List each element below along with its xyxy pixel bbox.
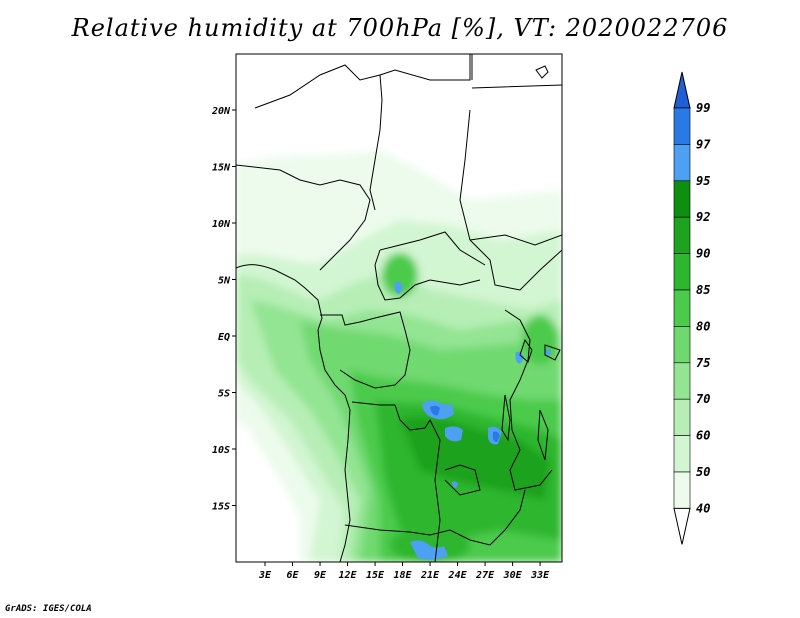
- lon-tick-label: 6E: [286, 570, 299, 581]
- coastline: [236, 264, 351, 562]
- colorbar-label: 75: [696, 356, 710, 370]
- colorbar-segment: [673, 435, 691, 473]
- rh-patch-97: [430, 405, 440, 416]
- colorbar-label: 50: [696, 465, 710, 479]
- lon-tick-label: 24E: [448, 570, 468, 581]
- grads-credit: GrADS: IGES/COLA: [5, 604, 92, 614]
- rh-blob-lakes: [522, 315, 558, 365]
- lat-axis: 20N 15N 10N 5N EQ 5S 10S 15S: [211, 106, 236, 513]
- colorbar-segment: [673, 398, 691, 436]
- colorbar: 99 97 95 92 90 85 80 75 70 60 50 40: [673, 71, 711, 545]
- colorbar-top-arrow: [673, 71, 691, 109]
- colorbar-segment: [673, 180, 691, 218]
- colorbar-label: 95: [696, 174, 710, 188]
- rh-patch-95: [452, 481, 458, 488]
- rh-patch-95: [445, 426, 463, 442]
- rh-patch-95: [394, 281, 403, 294]
- lon-axis: 3E 6E 9E 12E 15E 18E 21E 24E 27E 30E 33E: [258, 562, 550, 581]
- colorbar-segment: [673, 289, 691, 327]
- colorbar-label: 70: [696, 392, 710, 406]
- border: [236, 164, 371, 271]
- lat-tick-label: 5N: [218, 276, 231, 287]
- rh-blob-cameroon: [382, 253, 418, 297]
- lat-tick-label: 15N: [212, 163, 231, 174]
- colorbar-segment: [673, 362, 691, 400]
- colorbar-segment: [673, 326, 691, 364]
- border: [344, 489, 526, 546]
- colorbar-bottom-arrow: [673, 507, 691, 545]
- lon-tick-label: 18E: [394, 570, 413, 581]
- colorbar-label: 92: [696, 210, 710, 224]
- border: [320, 311, 411, 389]
- lon-tick-label: 21E: [420, 570, 440, 581]
- lon-tick-label: 9E: [314, 570, 327, 581]
- lat-tick-label: EQ: [218, 332, 230, 343]
- colorbar-label: 99: [696, 101, 710, 115]
- rh-patch-95: [545, 349, 551, 356]
- border: [535, 65, 549, 79]
- colorbar-segment: [673, 216, 691, 254]
- humidity-field: [236, 54, 562, 562]
- border: [469, 234, 562, 246]
- colorbar-segment: [673, 107, 691, 145]
- map-frame: [235, 53, 563, 563]
- border: [254, 54, 471, 109]
- rh-patch-97: [492, 431, 500, 442]
- lat-tick-label: 5S: [218, 389, 230, 400]
- chart-title: Relative humidity at 700hPa [%], VT: 202…: [71, 14, 729, 42]
- lon-tick-label: 33E: [530, 570, 550, 581]
- rh-patch-95: [515, 351, 524, 364]
- colorbar-label: 80: [696, 319, 710, 333]
- lon-tick-label: 3E: [258, 570, 272, 581]
- rh-blob-south: [390, 527, 470, 562]
- lake: [544, 344, 561, 361]
- lat-tick-label: 10N: [212, 219, 231, 230]
- rh-high-patches: [394, 281, 551, 560]
- colorbar-segment: [673, 144, 691, 182]
- lake: [501, 394, 511, 442]
- border: [459, 109, 562, 291]
- lake: [537, 409, 549, 461]
- rh-patch-95: [410, 540, 448, 560]
- border: [444, 464, 481, 496]
- lat-tick-label: 20N: [211, 106, 231, 117]
- border: [379, 231, 486, 266]
- colorbar-segment: [673, 253, 691, 291]
- border: [351, 401, 441, 562]
- lon-tick-label: 27E: [475, 570, 495, 581]
- lake: [519, 338, 533, 363]
- border: [471, 54, 562, 89]
- colorbar-label: 97: [696, 137, 711, 151]
- border: [374, 249, 481, 301]
- border: [504, 309, 553, 491]
- lat-tick-label: 10S: [212, 445, 230, 456]
- colorbar-label: 60: [696, 429, 710, 443]
- boundaries: [236, 54, 562, 562]
- colorbar-label: 85: [696, 283, 710, 297]
- colorbar-segment: [673, 471, 691, 509]
- colorbar-label: 90: [696, 247, 710, 261]
- lon-tick-label: 15E: [366, 570, 385, 581]
- lon-tick-label: 30E: [503, 570, 523, 581]
- lat-tick-label: 15S: [212, 502, 230, 513]
- colorbar-label: 40: [696, 501, 710, 515]
- border: [369, 74, 383, 211]
- lon-tick-label: 12E: [339, 570, 358, 581]
